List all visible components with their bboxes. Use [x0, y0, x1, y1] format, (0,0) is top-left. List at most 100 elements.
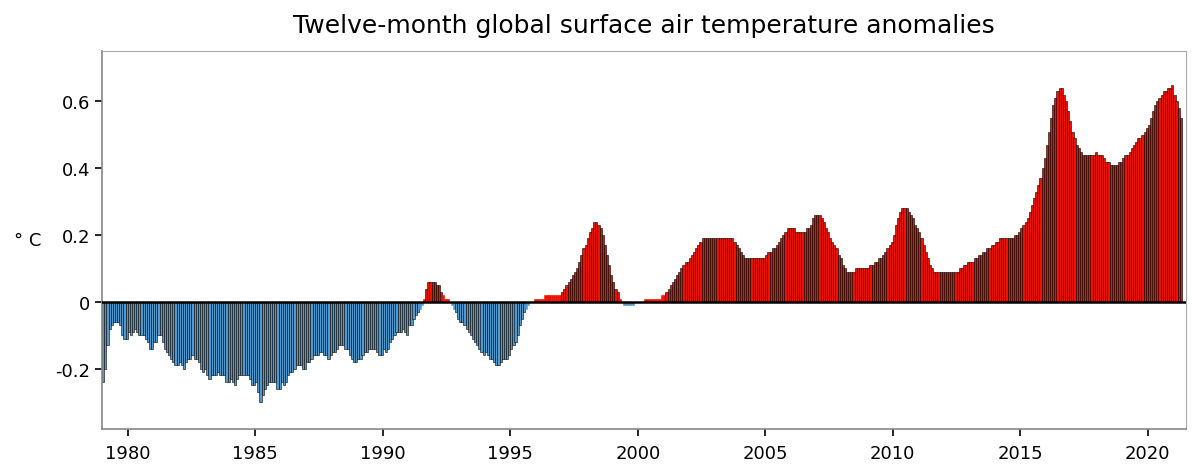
Bar [155, 302, 157, 342]
Bar [582, 249, 584, 302]
Bar [769, 252, 772, 302]
Bar [162, 302, 164, 342]
Bar [1063, 96, 1066, 302]
Bar [628, 302, 629, 306]
Bar [421, 302, 424, 306]
Bar [170, 302, 173, 359]
Bar [1025, 222, 1027, 302]
Bar [731, 239, 733, 302]
Bar [833, 246, 835, 302]
Bar [1014, 236, 1016, 302]
Bar [648, 299, 650, 302]
Bar [878, 259, 880, 302]
Bar [154, 302, 155, 342]
Bar [1111, 166, 1114, 302]
Bar [1019, 232, 1020, 302]
Bar [802, 232, 804, 302]
Bar [746, 259, 749, 302]
Bar [863, 269, 865, 302]
Bar [1133, 146, 1135, 302]
Bar [364, 302, 366, 352]
Bar [1088, 156, 1091, 302]
Bar [108, 302, 110, 329]
Bar [587, 239, 589, 302]
Bar [1052, 106, 1055, 302]
Bar [160, 302, 162, 336]
Bar [506, 302, 508, 359]
Bar [223, 302, 226, 376]
Bar [910, 216, 912, 302]
Bar [870, 266, 871, 302]
Bar [617, 292, 619, 302]
Bar [344, 302, 347, 349]
Bar [548, 296, 551, 302]
Bar [118, 302, 119, 322]
Bar [623, 302, 625, 306]
Bar [472, 302, 474, 339]
Bar [234, 302, 236, 386]
Bar [1064, 102, 1067, 302]
Bar [796, 232, 797, 302]
Bar [338, 302, 341, 346]
Bar [314, 302, 317, 356]
Bar [209, 302, 210, 379]
Bar [727, 239, 730, 302]
Bar [1091, 156, 1093, 302]
Bar [1118, 162, 1121, 302]
Bar [396, 302, 397, 332]
Bar [1129, 152, 1130, 302]
Bar [553, 296, 554, 302]
Bar [1144, 132, 1146, 302]
Bar [578, 262, 581, 302]
Bar [272, 302, 275, 382]
Bar [595, 222, 598, 302]
Bar [217, 302, 220, 372]
Bar [1042, 169, 1044, 302]
Bar [832, 242, 833, 302]
Bar [592, 229, 593, 302]
Bar [946, 272, 948, 302]
Bar [361, 302, 364, 356]
Bar [1069, 122, 1072, 302]
Bar [540, 299, 542, 302]
Bar [703, 239, 706, 302]
Bar [785, 232, 786, 302]
Bar [424, 299, 425, 302]
Bar [311, 302, 313, 359]
Bar [275, 302, 276, 382]
Bar [370, 302, 372, 349]
Bar [251, 302, 253, 386]
Bar [317, 302, 319, 356]
Bar [1176, 102, 1177, 302]
Bar [443, 296, 444, 302]
Bar [1001, 239, 1003, 302]
Bar [444, 299, 446, 302]
Bar [322, 302, 323, 352]
Bar [738, 249, 740, 302]
Bar [446, 299, 449, 302]
Bar [1165, 92, 1168, 302]
Bar [818, 216, 821, 302]
Bar [452, 302, 455, 309]
Bar [359, 302, 361, 359]
Bar [916, 229, 918, 302]
Bar [954, 272, 956, 302]
Bar [300, 302, 302, 366]
Bar [1074, 139, 1075, 302]
Bar [860, 269, 863, 302]
Bar [912, 219, 914, 302]
Bar [115, 302, 118, 322]
Bar [1124, 156, 1127, 302]
Bar [700, 242, 702, 302]
Bar [766, 256, 768, 302]
Bar [1177, 109, 1180, 302]
Bar [215, 302, 217, 376]
Bar [973, 259, 976, 302]
Bar [1003, 239, 1006, 302]
Bar [1031, 206, 1033, 302]
Bar [1080, 152, 1082, 302]
Bar [242, 302, 245, 376]
Bar [653, 299, 655, 302]
Bar [733, 242, 736, 302]
Bar [857, 269, 859, 302]
